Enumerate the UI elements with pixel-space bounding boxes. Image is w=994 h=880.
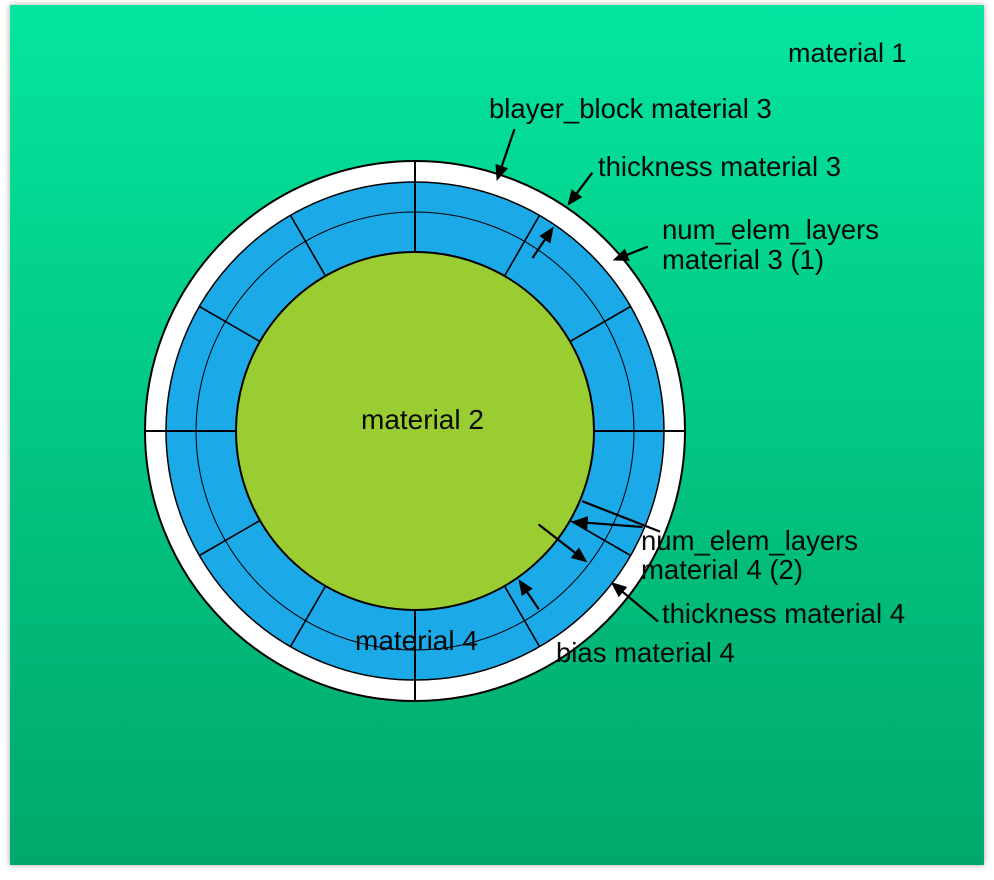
svg-text:thickness material 3: thickness material 3 xyxy=(598,151,841,182)
svg-text:blayer_block material 3: blayer_block material 3 xyxy=(489,93,772,124)
svg-text:material 4: material 4 xyxy=(355,625,478,656)
svg-text:material 1: material 1 xyxy=(788,38,907,68)
svg-text:material 2: material 2 xyxy=(361,404,484,435)
svg-text:num_elem_layers: num_elem_layers xyxy=(662,214,879,245)
svg-text:material 3 (1): material 3 (1) xyxy=(662,244,824,275)
svg-text:num_elem_layers: num_elem_layers xyxy=(641,525,858,556)
svg-text:thickness material 4: thickness material 4 xyxy=(662,598,905,629)
svg-text:material 4 (2): material 4 (2) xyxy=(641,554,803,585)
svg-text:bias material 4: bias material 4 xyxy=(556,637,735,668)
